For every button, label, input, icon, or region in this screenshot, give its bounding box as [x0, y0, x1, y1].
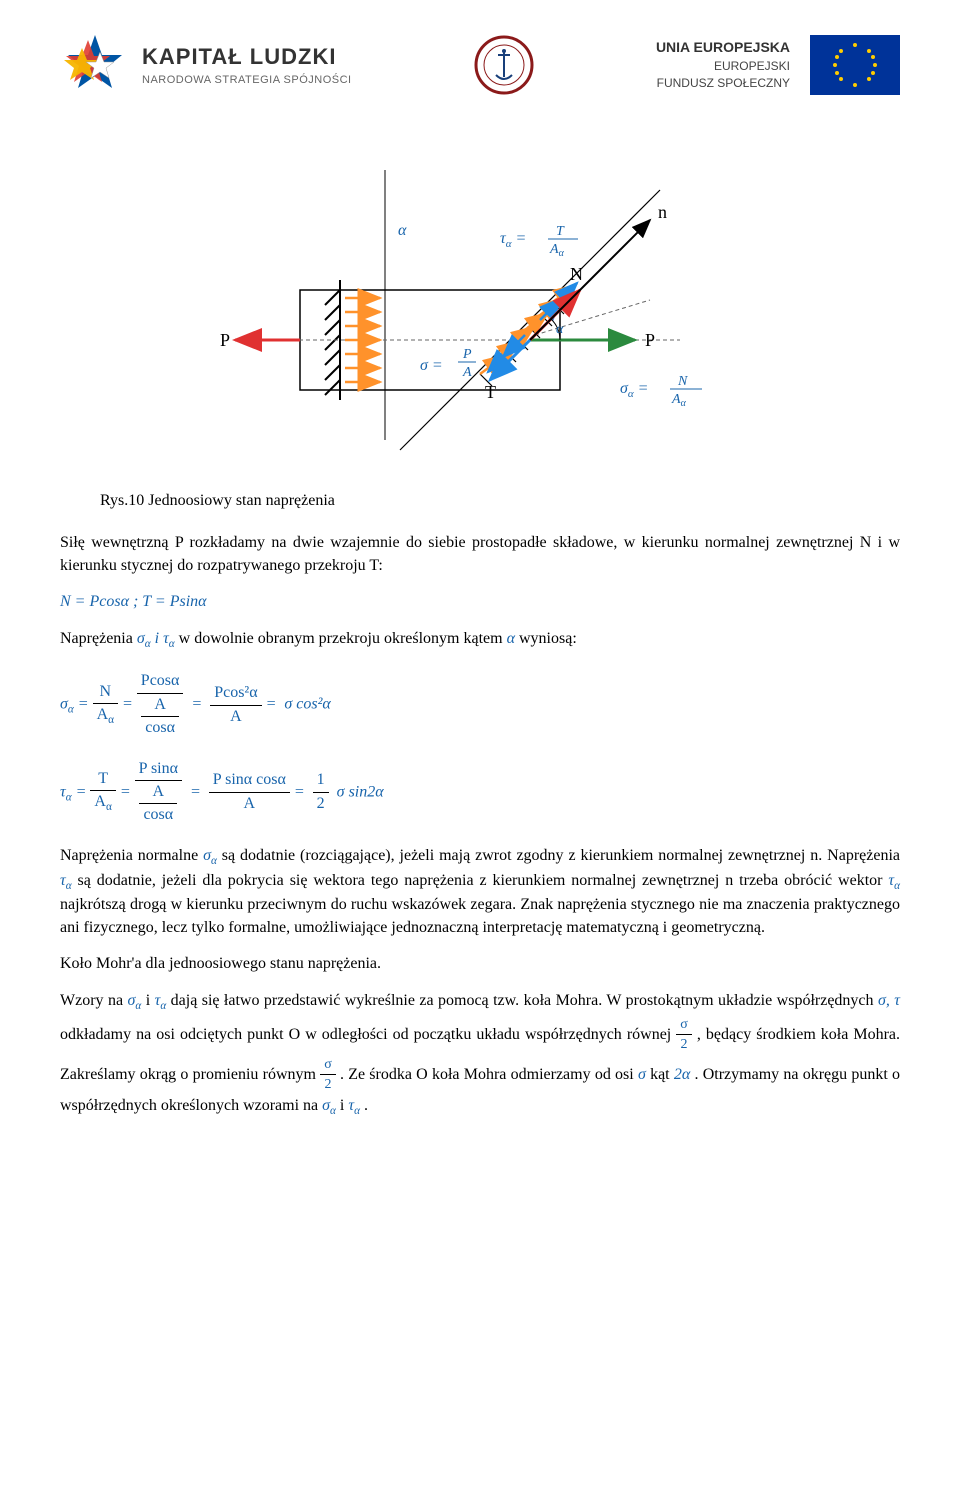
label-n: n	[658, 202, 667, 222]
diagram-svg: P σ = P A P N n	[180, 140, 780, 470]
svg-text:P: P	[462, 347, 472, 362]
paragraph-2: Naprężenia σα i τα w dowolnie obranym pr…	[60, 628, 900, 653]
eu-flag-icon	[810, 35, 900, 95]
stress-diagram: P σ = P A P N n	[180, 140, 780, 470]
tau-alpha-eq: τα = T Aα	[500, 224, 578, 259]
kapital-ludzki-text: KAPITAŁ LUDZKI NARODOWA STRATEGIA SPÓJNO…	[142, 42, 352, 88]
label-alpha-mid: α	[556, 322, 564, 337]
logo-unia-europejska: UNIA EUROPEJSKA EUROPEJSKI FUNDUSZ SPOŁE…	[656, 35, 900, 95]
ue-sub2: FUNDUSZ SPOŁECZNY	[656, 75, 790, 92]
ue-title: UNIA EUROPEJSKA	[656, 38, 790, 58]
ue-text: UNIA EUROPEJSKA EUROPEJSKI FUNDUSZ SPOŁE…	[656, 38, 790, 91]
ue-sub1: EUROPEJSKI	[656, 58, 790, 75]
svg-text:T: T	[556, 224, 565, 239]
paragraph-3: Naprężenia normalne σα są dodatnie (rozc…	[60, 845, 900, 940]
logo-kapital-ludzki: KAPITAŁ LUDZKI NARODOWA STRATEGIA SPÓJNO…	[60, 30, 352, 100]
svg-text:Aα: Aα	[549, 242, 565, 259]
paragraph-4: Koło Mohr'a dla jednoosiowego stanu napr…	[60, 953, 900, 975]
svg-text:N: N	[677, 374, 688, 389]
label-N: N	[570, 264, 583, 284]
kapital-ludzki-star-icon	[60, 30, 130, 100]
svg-text:Aα: Aα	[671, 392, 687, 409]
eq-sigma-derivation: σα = NAα = Pcosα Acosα = Pcos²αA = σ cos…	[60, 670, 900, 739]
eq-N-T: N = Pcosα ; T = Psinα	[60, 591, 900, 613]
akademia-morska-seal-icon	[474, 35, 534, 95]
label-P-left: P	[220, 330, 230, 350]
svg-text:σα =: σα =	[620, 380, 648, 400]
svg-text:A: A	[462, 365, 472, 380]
eq-tau-derivation: τα = TAα = P sinα Acosα = P sinα cosαA =…	[60, 758, 900, 827]
label-T: T	[485, 382, 496, 402]
kapital-subtitle: NARODOWA STRATEGIA SPÓJNOŚCI	[142, 73, 352, 88]
header-logos: KAPITAŁ LUDZKI NARODOWA STRATEGIA SPÓJNO…	[60, 30, 900, 100]
label-P-right: P	[645, 330, 655, 350]
figure-caption: Rys.10 Jednoosiowy stan naprężenia	[100, 490, 900, 512]
label-sigma-eq: σ =	[420, 357, 443, 374]
kapital-title: KAPITAŁ LUDZKI	[142, 42, 352, 73]
label-alpha-top: α	[398, 222, 407, 239]
paragraph-1: Siłę wewnętrzną P rozkładamy na dwie wza…	[60, 532, 900, 577]
paragraph-5: Wzory na σα i τα dają się łatwo przedsta…	[60, 990, 900, 1120]
sigma-frac: P A	[458, 347, 476, 380]
sigma-alpha-eq: σα = N Aα	[620, 374, 702, 409]
svg-text:τα =: τα =	[500, 230, 526, 250]
